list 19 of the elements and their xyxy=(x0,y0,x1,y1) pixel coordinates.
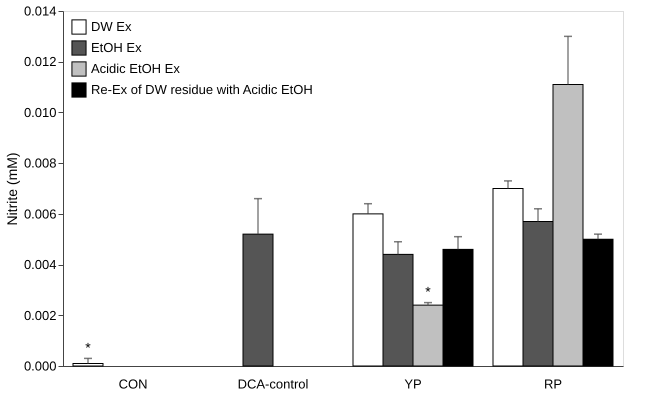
y-tick-label: 0.014 xyxy=(24,4,56,18)
y-tick-label: 0.010 xyxy=(24,104,56,120)
legend-label: Re-Ex of DW residue with Acidic EtOH xyxy=(91,82,313,97)
x-tick-label: RP xyxy=(544,376,562,392)
y-tick-label: 0.012 xyxy=(24,54,56,70)
legend-label: DW Ex xyxy=(91,19,132,34)
x-tick-label: DCA-control xyxy=(238,376,309,392)
y-tick-label: 0.000 xyxy=(24,358,56,374)
x-tick-label: CON xyxy=(118,376,148,392)
y-tick-label: 0.004 xyxy=(24,257,56,272)
data-label: * xyxy=(425,284,432,300)
y-axis-title: Nitrite (mM) xyxy=(4,152,20,226)
x-tick-label: YP xyxy=(404,376,422,392)
y-tick-label: 0.002 xyxy=(24,308,56,323)
y-tick-label: 0.008 xyxy=(24,156,56,171)
legend-label: Acidic EtOH Ex xyxy=(91,61,180,76)
y-tick-label: 0.006 xyxy=(24,206,56,222)
legend-label: EtOH Ex xyxy=(91,40,142,55)
data-label: * xyxy=(85,339,92,356)
